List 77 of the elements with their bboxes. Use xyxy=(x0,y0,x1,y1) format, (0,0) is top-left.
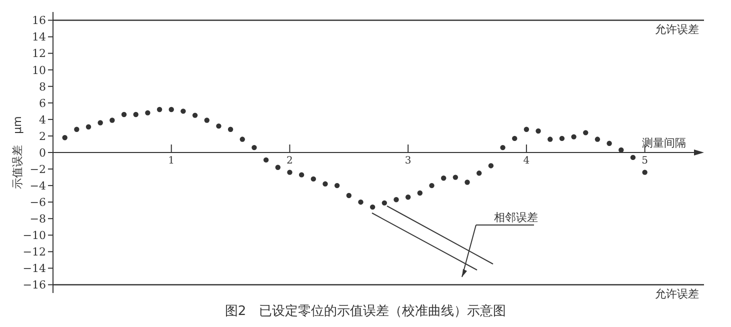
x-tick-label: 3 xyxy=(404,156,412,166)
point xyxy=(571,134,576,140)
point xyxy=(394,197,399,202)
point xyxy=(204,118,210,123)
point xyxy=(74,126,80,132)
point xyxy=(630,154,636,160)
ref-line-label: 允许误差 xyxy=(655,288,699,301)
point xyxy=(405,194,411,200)
x-tick-label: 1 xyxy=(168,156,175,166)
y-tick-label: −16 xyxy=(22,278,46,292)
point xyxy=(298,172,304,178)
point xyxy=(583,130,588,136)
y-tick-label: 4 xyxy=(39,113,46,126)
y-tick-label: 14 xyxy=(32,30,46,44)
point xyxy=(168,106,174,112)
point xyxy=(476,170,482,176)
point xyxy=(594,136,600,142)
point xyxy=(346,192,352,198)
y-tick-label: −10 xyxy=(22,229,46,242)
y-tick-label: −2 xyxy=(30,162,46,176)
point xyxy=(464,180,470,185)
x-tick-label: 5 xyxy=(642,156,648,166)
y-tick-label: −4 xyxy=(30,179,46,192)
y-tick-label: 0 xyxy=(39,146,46,160)
point xyxy=(263,157,269,163)
point xyxy=(145,110,150,116)
point xyxy=(110,118,115,123)
ref-line-label: 允许误差 xyxy=(655,23,699,36)
x-tick-label: 4 xyxy=(523,156,530,166)
x-tick-label: 2 xyxy=(286,156,293,166)
y-tick-label: −8 xyxy=(30,212,46,226)
point xyxy=(382,200,388,206)
y-tick-label: 10 xyxy=(32,64,46,77)
point xyxy=(452,174,458,180)
point xyxy=(548,136,553,142)
point xyxy=(488,163,494,168)
y-axis-title: 示值误差 μm xyxy=(11,116,24,189)
point xyxy=(417,190,423,196)
point xyxy=(133,112,138,118)
point xyxy=(240,136,245,142)
y-tick-label: 8 xyxy=(39,80,46,94)
point xyxy=(334,182,340,188)
y-tick-label: 2 xyxy=(39,130,46,143)
text: 图2 已设定零位的示值误差（校准曲线）示意图 xyxy=(224,304,506,319)
point xyxy=(524,126,530,132)
point xyxy=(86,124,92,130)
point xyxy=(536,128,541,134)
point xyxy=(322,181,328,187)
point xyxy=(606,140,612,146)
point xyxy=(228,126,234,132)
y-tick-label: 6 xyxy=(39,96,46,110)
point xyxy=(180,108,186,114)
y-tick-label: 16 xyxy=(32,14,46,28)
x-axis-title: 测量间隔 xyxy=(642,136,686,150)
point xyxy=(559,136,565,142)
y-tick-label: 12 xyxy=(32,47,46,60)
point xyxy=(358,199,364,205)
point xyxy=(62,135,68,140)
y-tick-label: −14 xyxy=(22,262,46,276)
point xyxy=(216,123,222,129)
y-tick-label: −12 xyxy=(22,246,46,259)
point xyxy=(287,170,292,175)
point xyxy=(370,204,376,210)
point xyxy=(156,106,162,112)
point xyxy=(252,144,257,150)
point xyxy=(98,120,103,126)
point xyxy=(642,170,648,175)
point xyxy=(310,176,316,182)
point xyxy=(275,164,280,170)
point xyxy=(429,182,434,188)
y-tick-label: −6 xyxy=(30,196,46,209)
point xyxy=(441,176,446,181)
annotation: 相邻误差 xyxy=(494,211,538,224)
point xyxy=(121,112,127,118)
point xyxy=(512,136,518,142)
point xyxy=(192,112,198,118)
point xyxy=(500,144,506,150)
